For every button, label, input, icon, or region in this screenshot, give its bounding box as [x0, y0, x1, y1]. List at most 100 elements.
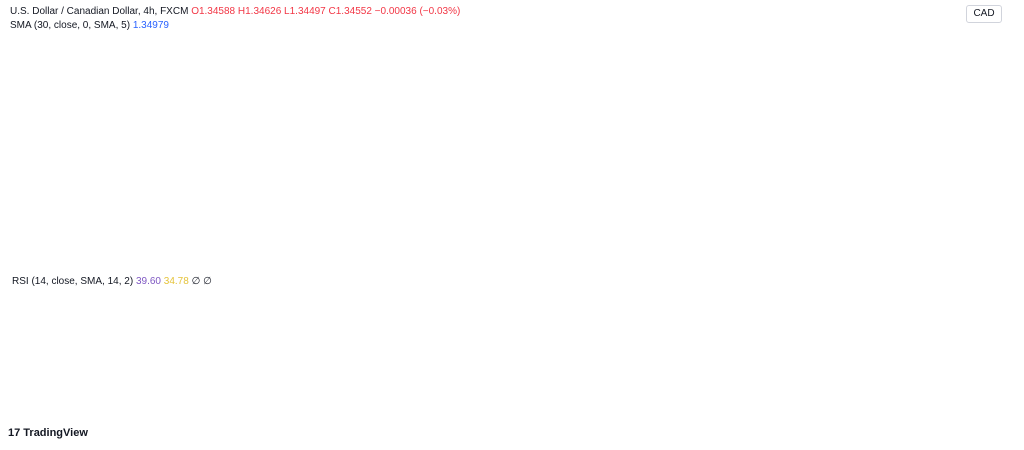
candle-body: [586, 111, 592, 118]
candle-body: [768, 164, 773, 178]
time-tick-label: 13:00: [866, 407, 890, 418]
sma-annotation-line: [817, 149, 877, 154]
candle-body: [697, 129, 702, 151]
candle-body: [736, 145, 742, 151]
candle-body: [507, 59, 513, 70]
price-tick-label: 1.34500: [970, 180, 1004, 191]
candle-body: [705, 129, 710, 140]
candle-body: [143, 129, 149, 140]
candle-body: [799, 187, 805, 190]
candle-body: [784, 197, 789, 216]
time-tick-label: 11: [489, 407, 499, 418]
annotations: 30-SMA 1.34973 ϟ RSI Value 39.56: [781, 129, 922, 354]
candle-body: [278, 90, 284, 93]
candle-body: [618, 115, 623, 120]
candle-body: [515, 69, 521, 83]
time-tick-label: 13: [582, 407, 593, 418]
candle-body: [665, 144, 671, 153]
candle-body: [159, 132, 165, 136]
candle-body: [270, 89, 276, 93]
candle-body: [72, 86, 78, 88]
candle-body: [689, 146, 694, 151]
candle-body: [294, 62, 299, 79]
axes: 1.36500 1.36000 1.35500 1.35000 1.34500 1.340…: [41, 48, 1005, 418]
candle-body: [531, 89, 536, 97]
candle-body: [57, 84, 62, 90]
price-badge-countdown: 02:24:00: [970, 190, 1005, 200]
candle-body: [744, 150, 750, 161]
candle-body: [760, 162, 766, 165]
candle-body: [49, 86, 54, 90]
candle-body: [815, 180, 821, 183]
candle-body: [317, 41, 323, 63]
time-tick-label: 20: [805, 407, 816, 418]
candle-body: [404, 49, 410, 54]
candle-body: [286, 78, 291, 91]
candle-body: [499, 59, 505, 63]
candle-body: [467, 35, 473, 50]
price-badge: [960, 173, 1016, 202]
candle-body: [388, 54, 394, 57]
low-highlight-circle: [781, 210, 795, 225]
candle-body: [199, 148, 205, 156]
candle-body: [357, 46, 363, 52]
time-tick-label: 13:00: [643, 407, 667, 418]
candle-body: [460, 35, 465, 39]
price-tick-label: 1.35000: [970, 147, 1004, 158]
price-badge-value: 1.34552: [971, 178, 1005, 189]
candle-body: [302, 62, 307, 73]
sma-value: 1.34979: [132, 20, 169, 31]
candle-body: [594, 111, 600, 116]
candle-body: [175, 132, 181, 134]
rsi-annotation-label: RSI Value: [826, 332, 871, 343]
candle-body: [673, 144, 679, 149]
candle-body: [246, 88, 252, 93]
sma-annotation-value: 1.34973: [881, 139, 918, 150]
candle-body: [309, 41, 315, 73]
time-tick-label: 28: [41, 407, 52, 418]
candle-body: [752, 160, 758, 163]
candle-body: [396, 49, 402, 55]
zone-rect: [89, 114, 921, 121]
tradingview-icon: 17: [8, 427, 24, 439]
support-resistance-zones: [9, 114, 921, 154]
level-badge-label: 1.35011: [971, 148, 1006, 159]
candle-body: [633, 120, 639, 129]
grid: [8, 0, 1016, 403]
currency-button[interactable]: CAD: [966, 5, 1002, 23]
candle-body: [475, 49, 481, 60]
candle-body: [373, 36, 378, 63]
time-tick-label: 5: [312, 407, 317, 418]
ohlc-values: O1.34588 H1.34626 L1.34497 C1.34552 −0.0…: [191, 6, 461, 17]
rsi-legend-value: 39.60: [135, 276, 161, 287]
candle-body: [64, 84, 70, 88]
candle-body: [207, 148, 212, 154]
price-tick-label: 1.34000: [970, 213, 1004, 224]
candle-body: [230, 86, 236, 136]
candle-body: [136, 129, 141, 136]
candle-body: [776, 177, 781, 216]
candle-body: [349, 51, 355, 57]
candle-body: [341, 49, 347, 57]
symbol-badge-label: USDCAD: [923, 177, 962, 187]
price-tick-label: 1.36000: [970, 81, 1004, 92]
sma-label: SMA (30, close, 0, SMA, 5): [10, 20, 131, 31]
candle-body: [222, 135, 228, 153]
rsi-annotation-value: 39.56: [883, 341, 908, 352]
candle-body: [333, 49, 339, 57]
candle-body: [325, 56, 331, 63]
candle-body: [183, 129, 189, 134]
candle-body: [554, 94, 560, 101]
candle-body: [649, 132, 655, 143]
candle-body: [215, 152, 220, 154]
rsi-tick-label: 40.00: [970, 340, 994, 351]
candle-body: [25, 80, 31, 88]
candle-body: [602, 115, 608, 118]
candle-body: [657, 142, 663, 153]
candle-body: [570, 96, 576, 108]
tradingview-wordmark: TradingView: [23, 427, 88, 439]
candle-body: [720, 140, 726, 144]
rsi-line: [11, 284, 818, 383]
rsi-legend-label: RSI (14, close, SMA, 14, 2): [12, 276, 134, 287]
